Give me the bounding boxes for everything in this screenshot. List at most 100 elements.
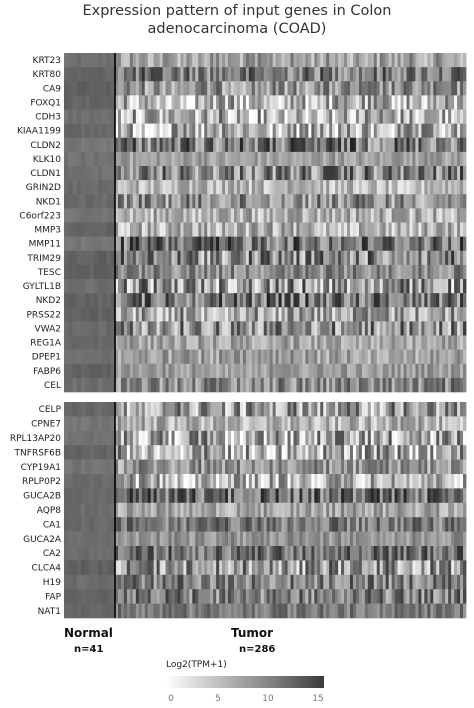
heat-cell [257,335,262,350]
heat-cell [231,307,235,322]
heat-cell [418,377,422,393]
heat-cell [397,459,401,475]
heat-cell [349,321,354,336]
heat-cell [275,502,279,518]
heat-cell [132,236,137,252]
heat-cell [147,574,152,590]
heat-cell [439,208,443,223]
heat-cell [117,531,122,547]
heat-cell [165,402,169,417]
heat-cell [388,208,393,223]
heat-cell [317,166,321,181]
heat-cell [349,416,354,432]
heat-cell [180,574,184,590]
heat-cell [278,208,282,223]
heat-cell [260,53,265,68]
heat-cell [68,180,73,195]
heat-cell [81,236,86,252]
heat-cell [370,560,375,576]
heat-cell [129,459,134,475]
heat-cell [189,335,193,350]
heat-cell [186,293,190,308]
heat-cell [85,307,90,322]
heat-cell [326,222,330,237]
heat-cell [352,349,357,365]
heat-cell [385,123,390,139]
heat-cell [248,402,253,417]
heat-cell [403,502,407,518]
heat-cell [397,95,401,110]
heat-cell [391,194,396,209]
heat-cell [222,517,226,532]
heat-cell [89,180,95,195]
heat-cell [257,264,262,280]
heat-cell [147,335,152,350]
heat-cell [385,335,390,350]
heat-cell [275,208,279,223]
heat-cell [436,502,440,518]
heat-cell [183,109,187,124]
heat-cell [141,279,146,294]
heat-cell [231,502,235,518]
heat-cell [323,208,327,223]
heat-cell [281,546,285,561]
heat-cell [364,474,369,489]
heat-cell [299,560,303,576]
heat-cell [219,307,223,322]
heat-cell [436,335,440,350]
heat-cell [418,180,422,195]
heat-cell [403,180,407,195]
heat-cell [257,488,262,504]
heat-cell [281,279,285,294]
heat-cell [110,279,116,294]
heat-cell [391,250,396,266]
heat-cell [156,560,161,576]
heat-cell [245,137,250,153]
heat-cell [329,109,333,124]
heat-cell [168,402,172,417]
heat-cell [439,377,443,393]
heat-cell [299,430,303,446]
heat-cell [409,137,413,153]
heat-cell [216,430,220,446]
heat-cell [341,53,345,68]
heat-cell [290,546,294,561]
heat-cell [162,307,166,322]
heat-cell [231,430,235,446]
heat-cell [153,335,158,350]
heat-cell [305,151,309,167]
heat-cell [177,531,181,547]
heat-cell [254,194,259,209]
heat-cell [412,137,416,153]
heat-cell [110,377,116,393]
heat-cell [323,349,327,365]
heat-cell [403,222,407,237]
heat-cell [296,279,300,294]
heat-cell [162,279,166,294]
heat-cell [418,222,422,237]
heat-cell [141,95,146,110]
heat-cell [186,459,190,475]
heat-cell [424,166,428,181]
heat-cell [299,474,303,489]
heat-cell [281,459,285,475]
heat-cell [171,53,175,68]
heat-cell [236,589,241,604]
heat-cell [332,293,336,308]
heat-cell [379,307,384,322]
heat-cell [323,488,327,504]
heat-cell [388,123,393,139]
heat-cell [219,474,223,489]
heat-cell [126,279,131,294]
heat-cell [311,123,315,139]
heat-cell [442,363,446,379]
heat-cell [299,307,303,322]
heat-cell [352,109,357,124]
heat-cell [385,589,390,604]
heat-cell [115,194,119,209]
heat-cell [135,517,140,532]
heat-cell [204,109,208,124]
heat-cell [180,459,184,475]
heat-cell [174,81,178,96]
heat-cell [299,589,303,604]
